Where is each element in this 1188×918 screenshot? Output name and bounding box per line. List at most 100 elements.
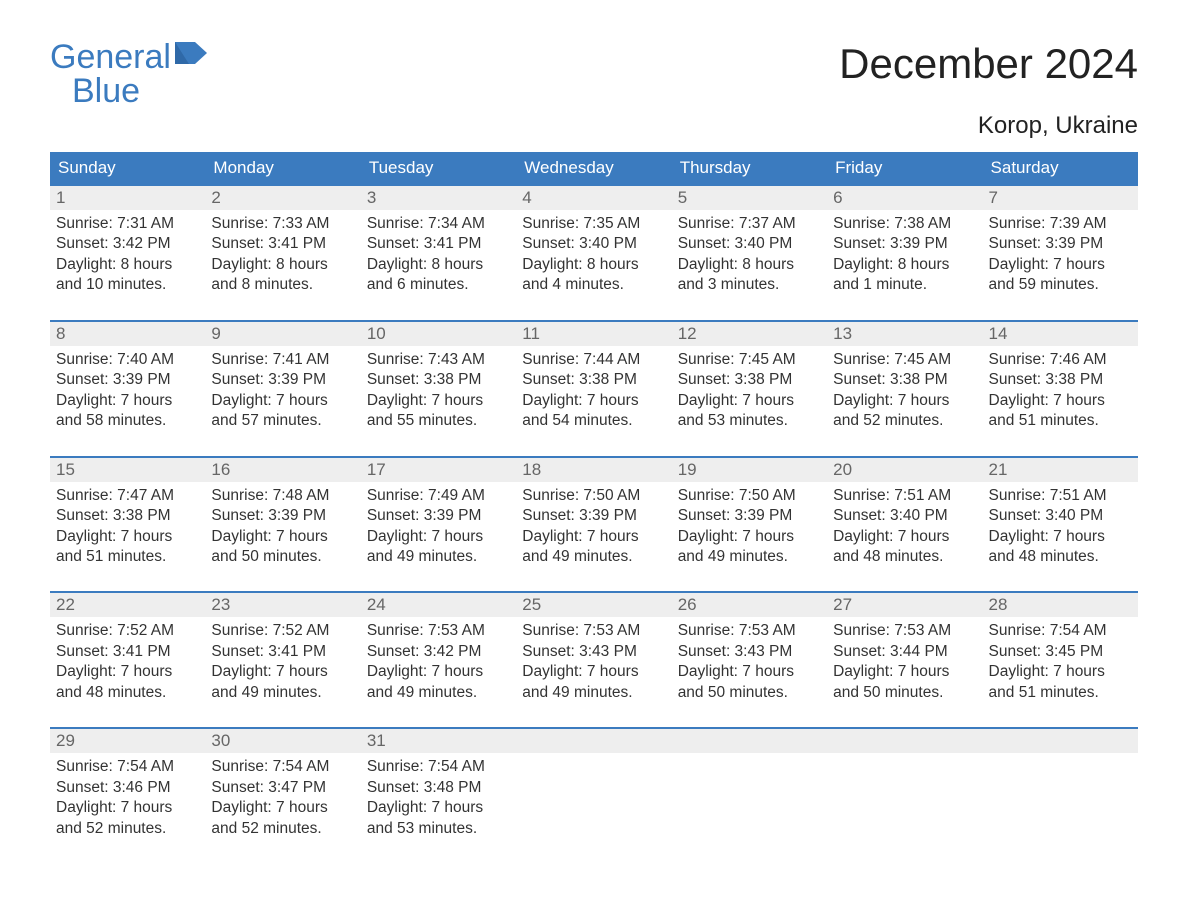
day-body: Sunrise: 7:37 AMSunset: 3:40 PMDaylight:… [672, 210, 827, 320]
day-body: Sunrise: 7:46 AMSunset: 3:38 PMDaylight:… [983, 346, 1138, 456]
day-d1: Daylight: 7 hours [211, 798, 354, 818]
day-d1: Daylight: 8 hours [211, 255, 354, 275]
calendar-week-row: 1Sunrise: 7:31 AMSunset: 3:42 PMDaylight… [50, 185, 1138, 321]
day-number: 4 [516, 186, 671, 210]
day-sunrise: Sunrise: 7:39 AM [989, 214, 1132, 234]
calendar-week-row: 29Sunrise: 7:54 AMSunset: 3:46 PMDayligh… [50, 728, 1138, 863]
day-sunrise: Sunrise: 7:49 AM [367, 486, 510, 506]
day-sunset: Sunset: 3:41 PM [56, 642, 199, 662]
day-number [672, 729, 827, 753]
day-d2: and 10 minutes. [56, 275, 199, 295]
day-d2: and 51 minutes. [989, 683, 1132, 703]
day-number: 18 [516, 458, 671, 482]
calendar-week-row: 8Sunrise: 7:40 AMSunset: 3:39 PMDaylight… [50, 321, 1138, 457]
day-d1: Daylight: 7 hours [678, 391, 821, 411]
day-body: Sunrise: 7:35 AMSunset: 3:40 PMDaylight:… [516, 210, 671, 320]
day-number: 30 [205, 729, 360, 753]
day-sunrise: Sunrise: 7:52 AM [211, 621, 354, 641]
day-sunset: Sunset: 3:38 PM [56, 506, 199, 526]
day-body: Sunrise: 7:33 AMSunset: 3:41 PMDaylight:… [205, 210, 360, 320]
day-sunrise: Sunrise: 7:46 AM [989, 350, 1132, 370]
day-d2: and 52 minutes. [56, 819, 199, 839]
calendar-cell: 23Sunrise: 7:52 AMSunset: 3:41 PMDayligh… [205, 592, 360, 728]
day-d1: Daylight: 8 hours [367, 255, 510, 275]
day-sunrise: Sunrise: 7:45 AM [833, 350, 976, 370]
day-body: Sunrise: 7:45 AMSunset: 3:38 PMDaylight:… [827, 346, 982, 456]
calendar-cell: 1Sunrise: 7:31 AMSunset: 3:42 PMDaylight… [50, 185, 205, 321]
day-sunrise: Sunrise: 7:54 AM [989, 621, 1132, 641]
weekday-header: Sunday [50, 152, 205, 185]
day-sunset: Sunset: 3:39 PM [522, 506, 665, 526]
day-d2: and 51 minutes. [56, 547, 199, 567]
day-d1: Daylight: 7 hours [678, 662, 821, 682]
day-d1: Daylight: 8 hours [56, 255, 199, 275]
day-sunrise: Sunrise: 7:53 AM [367, 621, 510, 641]
day-number: 8 [50, 322, 205, 346]
day-sunset: Sunset: 3:39 PM [989, 234, 1132, 254]
day-sunset: Sunset: 3:40 PM [678, 234, 821, 254]
day-d1: Daylight: 7 hours [211, 527, 354, 547]
calendar-cell: 24Sunrise: 7:53 AMSunset: 3:42 PMDayligh… [361, 592, 516, 728]
day-d2: and 48 minutes. [833, 547, 976, 567]
day-body [983, 753, 1138, 853]
day-d2: and 52 minutes. [211, 819, 354, 839]
day-number: 15 [50, 458, 205, 482]
day-d2: and 4 minutes. [522, 275, 665, 295]
day-d1: Daylight: 7 hours [56, 391, 199, 411]
day-body: Sunrise: 7:31 AMSunset: 3:42 PMDaylight:… [50, 210, 205, 320]
day-body [516, 753, 671, 853]
day-number: 26 [672, 593, 827, 617]
day-number: 31 [361, 729, 516, 753]
day-sunset: Sunset: 3:40 PM [522, 234, 665, 254]
day-d2: and 49 minutes. [522, 683, 665, 703]
day-d1: Daylight: 7 hours [833, 391, 976, 411]
page-title: December 2024 [839, 40, 1138, 88]
day-number: 11 [516, 322, 671, 346]
day-sunset: Sunset: 3:39 PM [833, 234, 976, 254]
day-sunset: Sunset: 3:43 PM [678, 642, 821, 662]
header: General Blue December 2024 [50, 40, 1138, 108]
day-d1: Daylight: 8 hours [678, 255, 821, 275]
calendar-cell [672, 728, 827, 863]
day-sunset: Sunset: 3:44 PM [833, 642, 976, 662]
day-body: Sunrise: 7:48 AMSunset: 3:39 PMDaylight:… [205, 482, 360, 592]
day-sunset: Sunset: 3:39 PM [678, 506, 821, 526]
weekday-header-row: SundayMondayTuesdayWednesdayThursdayFrid… [50, 152, 1138, 185]
day-body: Sunrise: 7:53 AMSunset: 3:42 PMDaylight:… [361, 617, 516, 727]
day-body: Sunrise: 7:53 AMSunset: 3:43 PMDaylight:… [516, 617, 671, 727]
calendar-cell [983, 728, 1138, 863]
day-d2: and 50 minutes. [211, 547, 354, 567]
day-number: 19 [672, 458, 827, 482]
logo: General Blue [50, 40, 207, 108]
day-number [516, 729, 671, 753]
day-sunrise: Sunrise: 7:51 AM [989, 486, 1132, 506]
day-body: Sunrise: 7:47 AMSunset: 3:38 PMDaylight:… [50, 482, 205, 592]
day-sunset: Sunset: 3:42 PM [367, 642, 510, 662]
day-sunset: Sunset: 3:47 PM [211, 778, 354, 798]
day-d1: Daylight: 7 hours [522, 662, 665, 682]
day-sunset: Sunset: 3:40 PM [833, 506, 976, 526]
day-d1: Daylight: 7 hours [989, 662, 1132, 682]
day-sunrise: Sunrise: 7:33 AM [211, 214, 354, 234]
logo-word1: General [50, 40, 171, 74]
day-sunrise: Sunrise: 7:53 AM [678, 621, 821, 641]
day-d2: and 53 minutes. [367, 819, 510, 839]
day-body: Sunrise: 7:54 AMSunset: 3:48 PMDaylight:… [361, 753, 516, 863]
day-d2: and 58 minutes. [56, 411, 199, 431]
day-d2: and 51 minutes. [989, 411, 1132, 431]
day-body: Sunrise: 7:52 AMSunset: 3:41 PMDaylight:… [50, 617, 205, 727]
day-number: 2 [205, 186, 360, 210]
day-body: Sunrise: 7:50 AMSunset: 3:39 PMDaylight:… [672, 482, 827, 592]
calendar-cell: 22Sunrise: 7:52 AMSunset: 3:41 PMDayligh… [50, 592, 205, 728]
day-sunrise: Sunrise: 7:31 AM [56, 214, 199, 234]
day-sunset: Sunset: 3:46 PM [56, 778, 199, 798]
day-sunrise: Sunrise: 7:53 AM [522, 621, 665, 641]
day-body: Sunrise: 7:43 AMSunset: 3:38 PMDaylight:… [361, 346, 516, 456]
day-d1: Daylight: 7 hours [678, 527, 821, 547]
day-number: 24 [361, 593, 516, 617]
day-d2: and 6 minutes. [367, 275, 510, 295]
weekday-header: Thursday [672, 152, 827, 185]
calendar-cell: 14Sunrise: 7:46 AMSunset: 3:38 PMDayligh… [983, 321, 1138, 457]
day-d1: Daylight: 7 hours [367, 391, 510, 411]
flag-icon [175, 42, 207, 68]
